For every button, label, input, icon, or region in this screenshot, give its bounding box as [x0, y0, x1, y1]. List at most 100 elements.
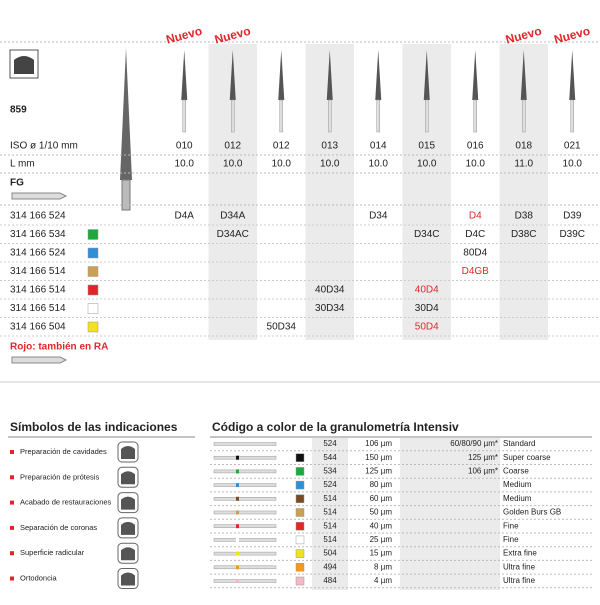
bur-head	[326, 50, 333, 100]
indication-glyph	[121, 496, 135, 510]
bullet	[10, 551, 14, 556]
grit-note: 60/80/90 µm*	[450, 439, 498, 448]
color-swatch	[87, 266, 99, 277]
bur-neck	[522, 99, 526, 133]
length: 10.0	[369, 159, 389, 170]
length: 10.0	[320, 159, 340, 170]
order-ref: 314 166 514	[10, 303, 66, 314]
iso-size: 018	[515, 141, 532, 152]
cell-code: D34A	[220, 211, 245, 222]
cell-code: D4A	[175, 211, 195, 222]
grit-ref: 524	[323, 439, 337, 448]
new-badge: Nuevo	[165, 24, 204, 47]
cell-code: D38C	[511, 229, 537, 240]
iso-size: 014	[370, 141, 387, 152]
bullet	[10, 500, 14, 505]
cell-code: D39	[563, 211, 582, 222]
color-swatch	[295, 563, 305, 572]
cell-code: 80D4	[463, 248, 487, 259]
bur-head	[520, 50, 527, 100]
bur-band	[236, 537, 239, 542]
indication-glyph	[121, 547, 135, 561]
color-swatch	[295, 494, 305, 504]
order-ref: 314 166 524	[10, 248, 66, 259]
tooth-icon	[14, 56, 34, 74]
color-swatch	[295, 453, 305, 462]
color-swatch	[295, 535, 305, 545]
grit-ref: 514	[323, 508, 337, 517]
new-badge: Nuevo	[553, 24, 592, 47]
iso-size: 012	[224, 141, 241, 152]
section-title: Símbolos de las indicaciones	[10, 420, 178, 434]
grit-label: Ultra fine	[503, 562, 536, 571]
bur-head	[120, 48, 132, 180]
cell-code: 30D4	[415, 303, 439, 314]
grit-ref: 484	[323, 576, 337, 585]
cell-code: 40D34	[315, 285, 345, 296]
color-swatch	[87, 284, 99, 296]
color-swatch	[295, 508, 305, 517]
bur-head	[181, 50, 188, 100]
grit-ref: 494	[323, 562, 337, 571]
grit-label: Ultra fine	[503, 576, 536, 585]
grit-label: Standard	[503, 439, 535, 448]
bur-neck	[473, 99, 477, 133]
bur-band	[236, 496, 239, 501]
grit-note: 106 µm*	[468, 467, 498, 476]
iso-size: 021	[564, 141, 581, 152]
bur-neck	[328, 99, 332, 133]
grit-label: Medium	[503, 480, 532, 489]
bur-band	[236, 455, 239, 460]
new-badge: Nuevo	[213, 24, 252, 47]
length: 10.0	[563, 159, 583, 170]
indication: Preparación de cavidades	[20, 447, 107, 456]
grit-label: Coarse	[503, 467, 529, 476]
indication-glyph	[121, 471, 135, 485]
color-swatch	[295, 521, 305, 531]
column-shade	[312, 438, 348, 590]
bur-band	[236, 483, 239, 488]
bur-head	[229, 50, 236, 100]
indication: Ortodoncia	[20, 573, 58, 582]
cell-code: D39C	[559, 229, 585, 240]
bur-icon	[213, 469, 277, 474]
bur-band	[236, 524, 239, 529]
bur-head	[423, 50, 430, 100]
grit-label: Fine	[503, 521, 519, 530]
ra-note: Rojo: también en RA	[10, 342, 108, 353]
order-ref: 314 166 514	[10, 266, 66, 277]
color-swatch	[87, 303, 99, 314]
bur-head	[278, 50, 285, 100]
bur-head	[569, 50, 576, 100]
row-label: FG	[10, 178, 24, 189]
bur-icon	[213, 510, 277, 515]
bur-icon	[213, 579, 277, 583]
bur-neck	[182, 99, 186, 133]
new-badge: Nuevo	[504, 24, 543, 47]
cell-code: 50D4	[415, 322, 439, 333]
cell-code: D4	[469, 211, 482, 222]
bur-icon	[213, 497, 277, 501]
grit-size: 15 µm	[370, 549, 393, 558]
bullet	[10, 475, 14, 480]
cell-code: 30D34	[315, 303, 345, 314]
cell-code: D4GB	[462, 266, 490, 277]
length: 10.0	[466, 159, 486, 170]
grit-label: Medium	[503, 494, 532, 503]
indication: Superficie radicular	[20, 548, 85, 557]
color-swatch	[87, 321, 99, 333]
bur-neck	[376, 99, 380, 133]
indication: Preparación de prótesis	[20, 472, 99, 481]
iso-size: 010	[176, 141, 193, 152]
cell-code: D34C	[414, 229, 440, 240]
grit-ref: 514	[323, 494, 337, 503]
grit-size: 125 µm	[365, 467, 392, 476]
bur-band	[236, 565, 239, 570]
iso-size: 015	[418, 141, 435, 152]
length: 11.0	[514, 159, 533, 170]
iso-size: 016	[467, 141, 484, 152]
grit-size: 40 µm	[370, 521, 393, 530]
order-ref: 314 166 504	[10, 322, 66, 333]
